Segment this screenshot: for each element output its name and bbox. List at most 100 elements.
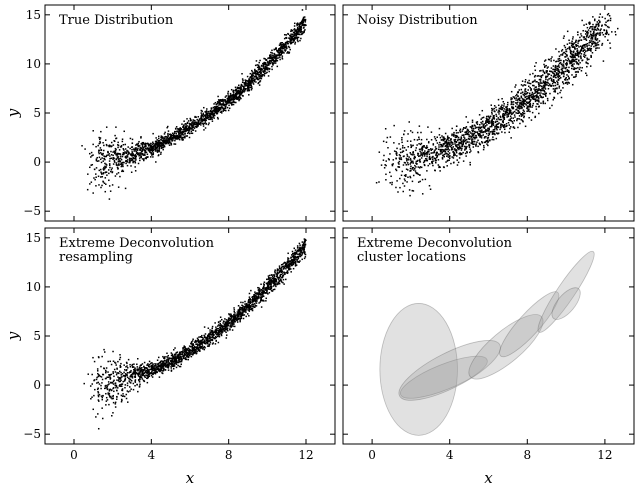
scatter-point xyxy=(568,60,571,62)
scatter-point xyxy=(581,19,583,22)
scatter-point xyxy=(209,118,212,121)
scatter-point xyxy=(532,94,534,97)
scatter-point xyxy=(299,31,302,33)
scatter-point xyxy=(258,288,261,290)
scatter-point xyxy=(150,146,153,148)
scatter-point xyxy=(418,167,421,169)
scatter-point xyxy=(398,157,401,159)
scatter-point xyxy=(584,44,587,46)
scatter-point xyxy=(206,117,208,120)
scatter-point xyxy=(430,152,433,154)
scatter-point xyxy=(439,150,442,152)
scatter-point xyxy=(252,83,255,85)
scatter-point xyxy=(111,184,114,186)
scatter-point xyxy=(256,66,259,69)
scatter-point xyxy=(291,29,293,32)
scatter-point xyxy=(224,96,227,98)
scatter-point xyxy=(97,375,99,378)
scatter-point xyxy=(302,17,305,20)
scatter-point xyxy=(502,125,504,127)
scatter-point xyxy=(585,43,587,46)
scatter-point xyxy=(503,116,506,119)
scatter-point xyxy=(267,57,269,60)
scatter-point xyxy=(469,135,471,137)
scatter-point xyxy=(99,142,102,144)
scatter-point xyxy=(553,68,555,71)
scatter-point xyxy=(469,161,471,164)
scatter-point xyxy=(601,42,604,45)
scatter-point xyxy=(453,152,456,154)
scatter-point xyxy=(409,163,411,165)
scatter-point xyxy=(263,291,266,293)
scatter-point xyxy=(197,121,200,123)
scatter-point xyxy=(94,178,96,181)
scatter-point xyxy=(507,115,510,118)
scatter-point xyxy=(221,331,223,333)
scatter-point xyxy=(543,84,546,86)
scatter-point xyxy=(503,128,506,130)
scatter-point xyxy=(163,359,166,362)
scatter-point xyxy=(567,58,570,61)
scatter-point xyxy=(108,172,110,175)
scatter-point xyxy=(482,116,485,119)
scatter-point xyxy=(525,98,528,100)
scatter-point xyxy=(543,81,546,84)
scatter-point xyxy=(508,110,511,113)
scatter-point xyxy=(492,124,495,126)
scatter-point xyxy=(501,107,503,109)
scatter-point xyxy=(217,99,220,101)
scatter-point xyxy=(481,129,483,131)
scatter-point xyxy=(456,155,458,157)
scatter-point xyxy=(558,75,561,77)
scatter-point xyxy=(244,85,246,87)
scatter-point xyxy=(397,191,399,193)
scatter-point xyxy=(552,98,555,101)
scatter-point xyxy=(471,139,473,141)
scatter-point xyxy=(495,126,498,128)
scatter-point xyxy=(564,67,567,69)
scatter-point xyxy=(217,101,219,104)
scatter-point xyxy=(503,126,506,128)
scatter-point xyxy=(98,149,100,152)
scatter-point xyxy=(232,317,235,320)
scatter-point xyxy=(537,89,540,91)
scatter-point xyxy=(134,156,137,159)
scatter-point xyxy=(241,72,243,75)
scatter-point xyxy=(130,159,133,161)
scatter-point xyxy=(215,112,218,115)
scatter-point xyxy=(497,117,500,119)
scatter-point xyxy=(134,150,136,152)
scatter-point xyxy=(254,64,257,67)
scatter-point xyxy=(502,120,504,123)
scatter-point xyxy=(277,57,279,59)
scatter-point xyxy=(423,159,426,162)
scatter-point xyxy=(420,138,423,141)
scatter-point xyxy=(423,160,426,163)
scatter-point xyxy=(592,40,595,43)
scatter-point xyxy=(268,54,271,57)
scatter-point xyxy=(300,37,302,40)
scatter-point xyxy=(256,72,259,75)
scatter-point xyxy=(263,71,265,73)
scatter-point xyxy=(472,130,475,132)
scatter-point xyxy=(244,83,247,85)
scatter-point xyxy=(545,71,548,74)
scatter-point xyxy=(104,385,107,387)
scatter-point xyxy=(601,44,603,46)
scatter-point xyxy=(216,111,218,114)
scatter-point xyxy=(220,104,222,106)
scatter-point xyxy=(460,140,463,142)
scatter-point xyxy=(609,17,612,20)
scatter-point xyxy=(187,352,190,355)
scatter-point xyxy=(431,160,433,163)
scatter-point xyxy=(455,151,458,154)
scatter-point xyxy=(470,132,472,134)
scatter-point xyxy=(101,184,103,187)
scatter-point xyxy=(111,171,114,174)
scatter-point xyxy=(230,102,233,104)
scatter-point xyxy=(98,169,101,172)
scatter-point xyxy=(290,261,292,264)
scatter-point xyxy=(186,118,188,120)
scatter-point xyxy=(284,50,286,52)
scatter-point xyxy=(466,151,468,154)
